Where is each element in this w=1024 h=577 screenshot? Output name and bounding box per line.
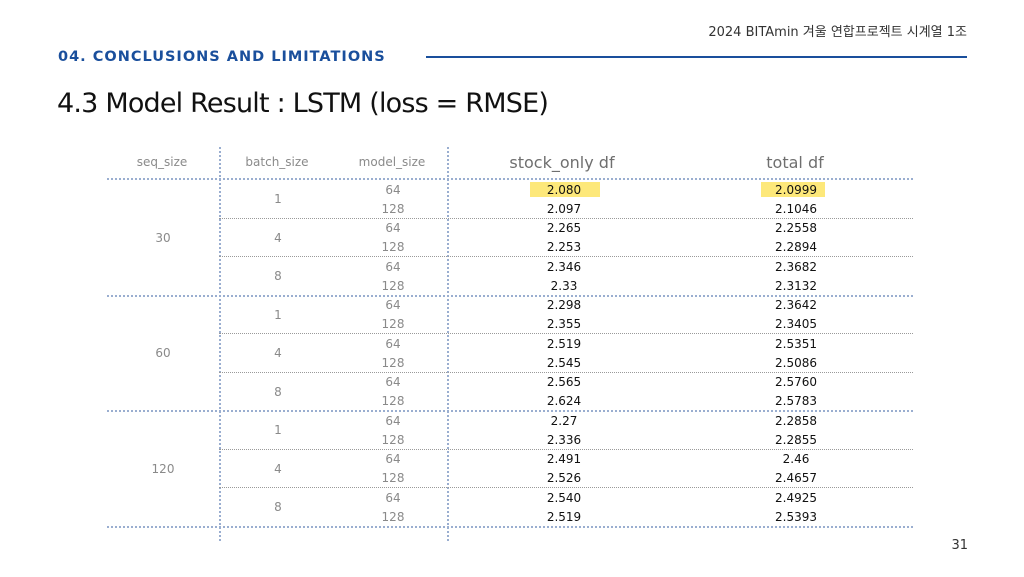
section-rule [426, 56, 967, 58]
model-size-cell: 128 [381, 509, 405, 524]
model-size-cell: 128 [381, 432, 405, 447]
highlight-mark [530, 182, 600, 197]
group-divider [107, 294, 913, 297]
section-heading: 04. CONCLUSIONS AND LIMITATIONS [58, 49, 386, 65]
model-size-cell: 128 [381, 278, 405, 293]
header-divider [107, 178, 913, 180]
total-value: 2.5760 [775, 375, 817, 389]
batch-divider [219, 371, 913, 373]
batch-divider [219, 448, 913, 450]
seq-size-cell: 120 [151, 461, 175, 476]
stock-only-value: 2.491 [546, 452, 582, 466]
total-value: 2.3405 [775, 317, 817, 331]
page-title: 4.3 Model Result : LSTM (loss = RMSE) [57, 88, 549, 119]
stock-only-value: 2.253 [546, 240, 582, 254]
batch-size-cell: 8 [274, 384, 282, 399]
model-size-cell: 64 [385, 336, 401, 351]
seq-size-cell: 30 [155, 230, 171, 245]
total-value: 2.0999 [775, 182, 817, 197]
total-value: 2.5351 [775, 336, 817, 351]
batch-size-cell: 1 [274, 192, 282, 207]
group-divider [107, 410, 913, 412]
batch-divider [219, 487, 913, 488]
batch-size-cell: 8 [274, 269, 282, 284]
column-divider [447, 147, 449, 541]
batch-size-cell: 1 [274, 307, 282, 322]
seq-size-cell: 60 [155, 346, 171, 361]
batch-size-cell: 4 [274, 346, 282, 361]
col-header-model-size: model_size [358, 155, 426, 169]
stock-only-value: 2.519 [546, 509, 582, 524]
stock-only-value: 2.565 [546, 375, 582, 389]
total-value: 2.3642 [775, 298, 817, 312]
model-size-cell: 128 [381, 317, 405, 331]
model-size-cell: 128 [381, 240, 405, 254]
stock-only-value: 2.27 [550, 413, 578, 428]
results-table: seq_size batch_size model_size stock_onl… [107, 147, 913, 541]
stock-only-value: 2.355 [546, 317, 582, 331]
page-number: 31 [951, 538, 968, 553]
batch-divider [219, 256, 913, 257]
total-value: 2.3132 [775, 278, 817, 293]
stock-only-value: 2.080 [546, 182, 582, 197]
model-size-cell: 64 [385, 259, 401, 274]
stock-only-value: 2.545 [546, 355, 582, 370]
model-size-cell: 128 [381, 201, 405, 216]
model-size-cell: 64 [385, 298, 401, 312]
model-size-cell: 128 [381, 355, 405, 370]
column-divider [219, 147, 221, 541]
total-value: 2.4925 [775, 490, 817, 505]
total-value: 2.2855 [775, 432, 817, 447]
stock-only-value: 2.526 [546, 471, 582, 485]
total-value: 2.2558 [775, 221, 817, 235]
batch-divider [219, 333, 913, 334]
stock-only-value: 2.298 [546, 298, 582, 312]
stock-only-value: 2.097 [546, 201, 582, 216]
col-header-stock-only: stock_only df [509, 152, 615, 172]
total-value: 2.2894 [775, 240, 817, 254]
stock-only-value: 2.346 [546, 259, 582, 274]
batch-size-cell: 1 [274, 423, 282, 438]
total-value: 2.5393 [775, 509, 817, 524]
model-size-cell: 64 [385, 490, 401, 505]
model-size-cell: 64 [385, 182, 401, 197]
total-value: 2.46 [782, 452, 810, 466]
batch-size-cell: 4 [274, 230, 282, 245]
total-value: 2.1046 [775, 201, 817, 216]
batch-divider [219, 217, 913, 219]
total-value: 2.2858 [775, 413, 817, 428]
stock-only-value: 2.33 [550, 278, 578, 293]
model-size-cell: 64 [385, 413, 401, 428]
model-size-cell: 128 [381, 394, 405, 408]
stock-only-value: 2.519 [546, 336, 582, 351]
model-size-cell: 128 [381, 471, 405, 485]
org-label: 2024 BITAmin 겨울 연합프로젝트 시계열 1조 [708, 25, 967, 40]
stock-only-value: 2.336 [546, 432, 582, 447]
total-value: 2.5086 [775, 355, 817, 370]
col-header-total: total df [766, 152, 824, 172]
col-header-seq-size: seq_size [136, 155, 188, 169]
total-value: 2.3682 [775, 259, 817, 274]
group-divider [107, 525, 913, 528]
stock-only-value: 2.540 [546, 490, 582, 505]
col-header-batch-size: batch_size [245, 155, 309, 169]
batch-size-cell: 4 [274, 461, 282, 476]
stock-only-value: 2.265 [546, 221, 582, 235]
batch-size-cell: 8 [274, 500, 282, 515]
model-size-cell: 64 [385, 221, 401, 235]
stock-only-value: 2.624 [546, 394, 582, 408]
model-size-cell: 64 [385, 375, 401, 389]
highlight-mark [761, 182, 825, 197]
total-value: 2.5783 [775, 394, 817, 408]
total-value: 2.4657 [775, 471, 817, 485]
model-size-cell: 64 [385, 452, 401, 466]
